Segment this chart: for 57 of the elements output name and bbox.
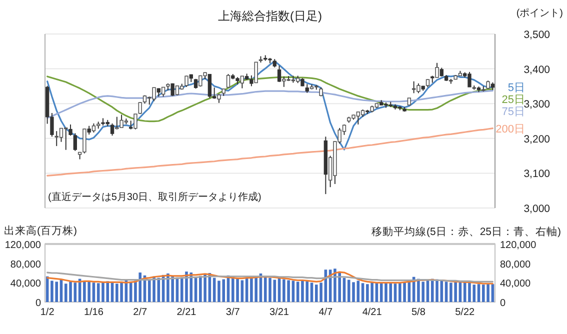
series-label: 75日 bbox=[502, 106, 525, 118]
x-tick-label: 3/21 bbox=[270, 307, 290, 318]
y-tick-label: 3,500 bbox=[524, 29, 550, 41]
annotation: (直近データは5月30日、取引所データより作成) bbox=[48, 191, 262, 203]
y2-tick-label: 80,000 bbox=[500, 259, 532, 270]
candlestick bbox=[54, 130, 58, 147]
x-tick-label: 2/7 bbox=[133, 307, 148, 318]
y2-tick-label: 0 bbox=[500, 298, 506, 309]
x-tick-label: 1/2 bbox=[40, 307, 55, 318]
series-label: 5日 bbox=[508, 82, 525, 94]
x-tick-label: 3/7 bbox=[226, 307, 240, 318]
y-tick-label: 120,000 bbox=[4, 240, 42, 251]
candlestick bbox=[342, 124, 346, 136]
y-tick-label: 40,000 bbox=[10, 278, 42, 290]
y-tick-label: 3,400 bbox=[524, 64, 550, 76]
x-tick-label: 4/21 bbox=[362, 307, 382, 318]
y-axis-title: (ポイント) bbox=[516, 8, 563, 19]
y2-tick-label: 120,000 bbox=[500, 240, 537, 251]
y-axis-title: 出来高(百万株) bbox=[4, 224, 77, 237]
chart-title: 上海総合指数(日足) bbox=[218, 9, 322, 23]
candlestick bbox=[64, 127, 68, 150]
candlestick bbox=[282, 76, 286, 88]
y-tick-label: 3,200 bbox=[524, 133, 550, 146]
y-tick-label: 3,000 bbox=[524, 203, 550, 215]
candlestick bbox=[110, 122, 114, 136]
candlestick bbox=[468, 71, 472, 88]
candlestick bbox=[152, 87, 156, 102]
candlestick bbox=[416, 82, 420, 94]
series-label: 200日 bbox=[496, 123, 525, 136]
candlestick bbox=[73, 132, 77, 152]
candlestick bbox=[68, 124, 72, 136]
candlestick bbox=[92, 122, 96, 133]
y-tick-label: 3,100 bbox=[524, 168, 550, 180]
candlestick bbox=[161, 86, 166, 98]
candlestick bbox=[50, 112, 54, 138]
x-tick-label: 5/22 bbox=[455, 307, 476, 318]
y-tick-label: 80,000 bbox=[10, 259, 42, 270]
x-tick-label: 1/16 bbox=[84, 307, 104, 318]
candlestick bbox=[240, 76, 244, 89]
y2-axis-title: 移動平均線(5日：赤、25日：青、右軸) bbox=[371, 225, 561, 238]
candlestick bbox=[435, 62, 439, 78]
y-tick-label: 3,300 bbox=[524, 98, 550, 111]
y2-tick-label: 40,000 bbox=[500, 278, 532, 290]
x-tick-label: 2/21 bbox=[176, 307, 197, 318]
candlestick bbox=[120, 114, 124, 128]
candlestick bbox=[277, 65, 282, 83]
candlestick bbox=[356, 111, 360, 125]
x-tick-label: 4/7 bbox=[318, 307, 334, 318]
candlestick bbox=[59, 127, 64, 142]
candlestick bbox=[328, 155, 332, 188]
x-tick-label: 5/8 bbox=[412, 307, 426, 318]
series-label: 25日 bbox=[502, 94, 525, 106]
candlestick bbox=[338, 127, 342, 144]
candlestick bbox=[412, 80, 416, 94]
y-tick-label: 0 bbox=[35, 298, 42, 309]
candlestick bbox=[115, 116, 119, 130]
candlestick bbox=[250, 74, 254, 87]
